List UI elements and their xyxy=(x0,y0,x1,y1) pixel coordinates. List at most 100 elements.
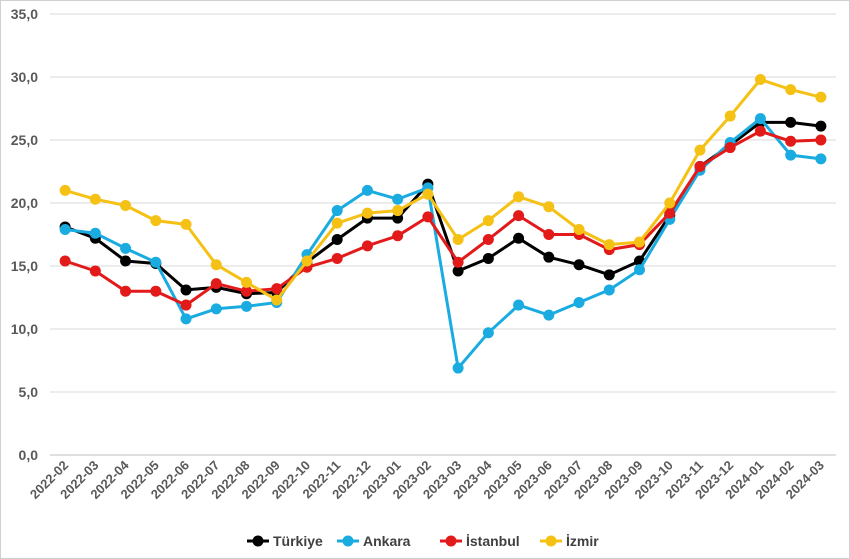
y-axis-ticks: 0,0 5,0 10,0 15,0 20,0 25,0 30,0 35,0 xyxy=(11,6,38,463)
data-point xyxy=(754,74,766,86)
data-point xyxy=(150,215,162,227)
data-point xyxy=(603,269,615,281)
legend-label: İstanbul xyxy=(466,533,520,549)
legend-item: Türkiye xyxy=(247,533,323,549)
data-point xyxy=(210,278,222,290)
data-point xyxy=(482,327,494,339)
y-tick-label: 30,0 xyxy=(11,69,38,85)
data-point xyxy=(392,193,404,205)
data-point xyxy=(815,153,827,165)
legend-item: İzmir xyxy=(540,533,599,549)
data-point xyxy=(815,91,827,103)
data-point xyxy=(785,135,797,147)
data-point xyxy=(241,285,252,297)
data-point xyxy=(664,197,676,209)
data-point xyxy=(513,299,525,311)
data-point xyxy=(150,285,162,297)
legend-label: İzmir xyxy=(566,533,599,549)
legend-marker xyxy=(545,535,557,547)
y-tick-label: 0,0 xyxy=(19,447,39,463)
y-tick-label: 35,0 xyxy=(11,6,38,22)
data-point xyxy=(634,264,645,276)
y-tick-label: 20,0 xyxy=(11,195,38,211)
data-point xyxy=(724,142,736,154)
data-point xyxy=(392,205,404,217)
data-point xyxy=(573,223,585,235)
y-tick-label: 15,0 xyxy=(11,258,38,274)
data-point xyxy=(120,255,132,267)
data-point xyxy=(815,120,827,132)
data-point xyxy=(180,284,192,296)
data-point xyxy=(210,303,222,315)
data-point xyxy=(482,252,494,264)
data-point xyxy=(361,207,373,219)
data-point xyxy=(634,236,645,248)
data-point xyxy=(754,113,766,125)
data-point xyxy=(59,223,71,235)
data-point xyxy=(89,193,101,205)
data-point xyxy=(482,234,494,246)
legend-label: Türkiye xyxy=(273,533,323,549)
gridlines xyxy=(50,13,836,456)
data-point xyxy=(785,116,797,128)
series-1 xyxy=(59,113,827,374)
series-3 xyxy=(59,74,827,306)
series-line xyxy=(64,78,822,302)
legend-item: İstanbul xyxy=(440,533,520,549)
data-point xyxy=(513,191,525,203)
series-line xyxy=(64,129,821,307)
legend-marker xyxy=(252,535,264,547)
y-tick-label: 5,0 xyxy=(19,384,39,400)
data-point xyxy=(543,309,555,321)
data-point xyxy=(150,256,162,268)
data-point xyxy=(452,265,464,277)
data-point xyxy=(785,84,797,96)
series-line xyxy=(64,117,822,370)
data-point xyxy=(89,227,101,239)
data-point xyxy=(543,251,555,263)
series-2 xyxy=(59,125,827,311)
data-point xyxy=(241,276,252,288)
data-point xyxy=(361,240,373,252)
series-line xyxy=(64,120,822,296)
data-point xyxy=(513,232,525,244)
y-tick-label: 10,0 xyxy=(11,321,38,337)
data-point xyxy=(120,200,132,212)
series-group xyxy=(59,74,827,374)
data-point xyxy=(573,259,585,271)
legend-marker xyxy=(342,535,354,547)
data-point xyxy=(331,217,343,229)
data-point xyxy=(724,110,736,122)
data-point xyxy=(331,252,343,264)
data-point xyxy=(59,184,71,196)
data-point xyxy=(694,160,706,172)
data-point xyxy=(815,134,827,146)
legend: Türkiye Ankara İstanbul İzmir xyxy=(247,533,599,549)
data-point xyxy=(422,211,434,223)
data-point xyxy=(89,265,101,277)
data-point xyxy=(452,362,464,374)
data-point xyxy=(603,284,615,296)
legend-item: Ankara xyxy=(337,533,411,549)
data-point xyxy=(754,125,766,137)
data-point xyxy=(543,201,555,213)
data-point xyxy=(452,234,464,246)
data-point xyxy=(180,299,192,311)
data-point xyxy=(513,210,525,222)
data-point xyxy=(59,255,71,267)
data-point xyxy=(241,300,252,312)
data-point xyxy=(331,205,343,217)
y-tick-label: 25,0 xyxy=(11,132,38,148)
data-point xyxy=(573,297,585,309)
data-point xyxy=(664,207,676,219)
data-point xyxy=(392,212,404,224)
data-point xyxy=(180,218,192,230)
data-point xyxy=(301,255,313,267)
data-point xyxy=(210,259,222,271)
legend-label: Ankara xyxy=(363,533,411,549)
legend-marker xyxy=(445,535,457,547)
data-point xyxy=(271,294,283,306)
data-point xyxy=(452,256,464,268)
